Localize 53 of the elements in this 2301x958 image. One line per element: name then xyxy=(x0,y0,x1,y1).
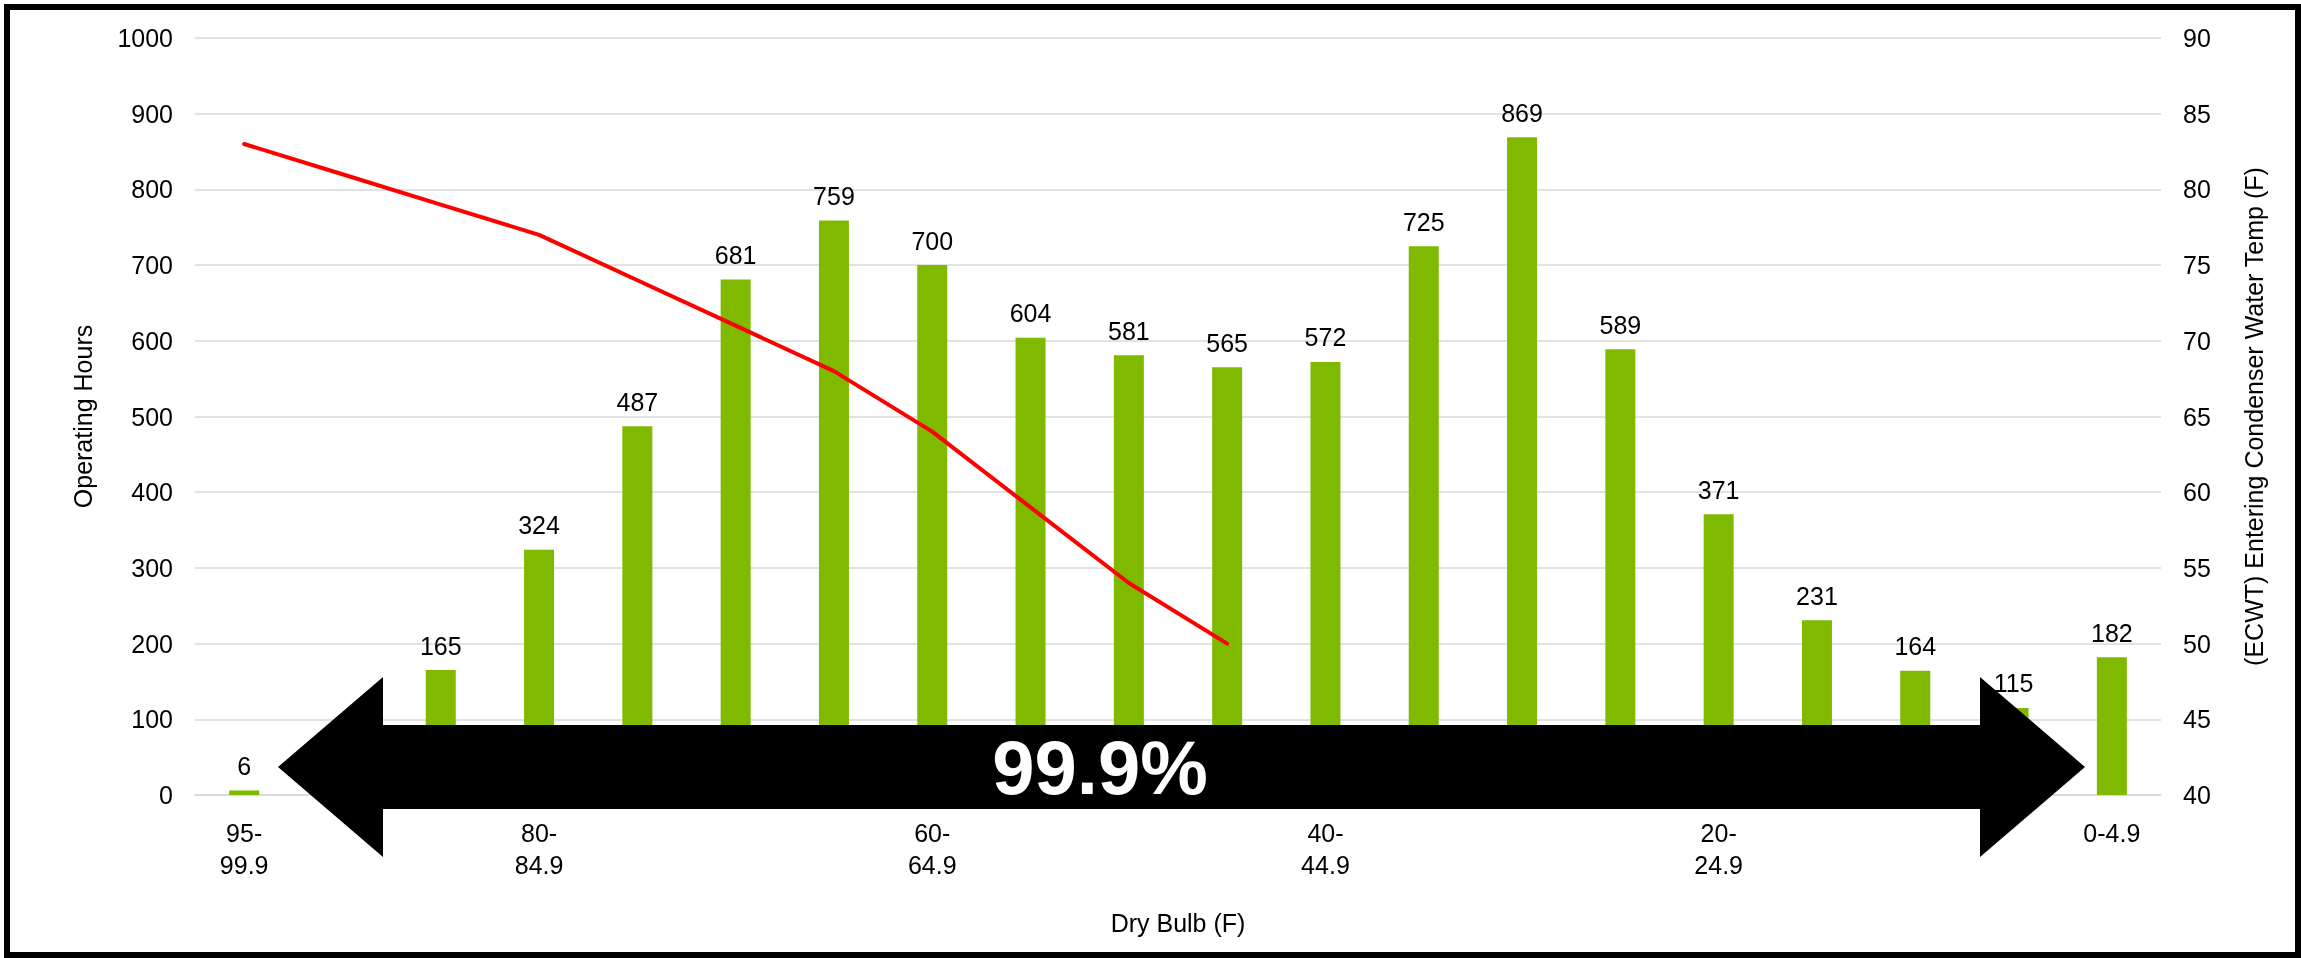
y2-tick-label: 50 xyxy=(2183,629,2211,658)
data-label: 759 xyxy=(813,181,855,210)
data-label: 371 xyxy=(1697,475,1740,504)
data-label: 681 xyxy=(714,240,757,269)
data-label: 487 xyxy=(616,387,659,416)
y-tick-label: 100 xyxy=(131,705,173,734)
x-axis-title: Dry Bulb (F) xyxy=(1110,908,1246,937)
y2-tick-label: 40 xyxy=(2183,781,2211,809)
bar xyxy=(229,790,260,795)
y2-tick-label: 70 xyxy=(2183,326,2211,355)
y2-tick-label: 80 xyxy=(2183,175,2211,204)
x-tick-label: 40-44.9 xyxy=(1301,819,1350,879)
data-label: 581 xyxy=(1107,316,1150,345)
annotation: 99.9% xyxy=(992,725,1208,810)
y-tick-label: 1000 xyxy=(117,24,173,52)
y2-tick-label: 65 xyxy=(2183,402,2211,431)
data-label: 589 xyxy=(1599,310,1642,339)
data-label: 182 xyxy=(2090,618,2133,647)
data-label: 725 xyxy=(1402,207,1445,236)
x-tick-label: 60-64.9 xyxy=(907,819,957,879)
y2-tick-label: 90 xyxy=(2183,24,2211,52)
y-tick-label: 800 xyxy=(131,175,173,204)
y-tick-label: 700 xyxy=(131,251,173,280)
bar xyxy=(2096,657,2127,795)
y2-tick-label: 45 xyxy=(2183,705,2211,734)
y-tick-label: 0 xyxy=(159,781,173,809)
data-label: 324 xyxy=(518,511,560,540)
data-label: 164 xyxy=(1894,632,1937,661)
y-tick-label: 900 xyxy=(131,99,173,128)
data-label: 700 xyxy=(911,226,954,255)
y-axis-title: Operating Hours xyxy=(68,324,97,509)
y2-tick-label: 55 xyxy=(2183,553,2211,582)
data-label: 869 xyxy=(1501,98,1543,127)
data-label: 231 xyxy=(1796,581,1838,610)
x-tick-label: 95-99.9 xyxy=(219,819,269,879)
y-tick-label: 400 xyxy=(131,478,173,507)
data-label: 572 xyxy=(1304,323,1347,352)
data-label: 115 xyxy=(1993,669,2034,698)
y-tick-label: 600 xyxy=(131,326,173,355)
data-label: 165 xyxy=(419,631,462,660)
data-label: 6 xyxy=(237,751,252,780)
y2-tick-label: 75 xyxy=(2183,251,2211,280)
y2-tick-label: 85 xyxy=(2183,99,2211,128)
data-label: 565 xyxy=(1206,328,1249,357)
x-tick-label: 20-24.9 xyxy=(1694,819,1743,879)
y2-tick-label: 60 xyxy=(2183,478,2211,507)
x-tick-label: 80-84.9 xyxy=(514,819,564,879)
data-label: 604 xyxy=(1009,299,1052,328)
y2-axis-title: (ECWT) Entering Condenser Water Temp (F) xyxy=(2239,167,2268,666)
y-tick-label: 300 xyxy=(131,553,173,582)
x-tick-label: 0-4.9 xyxy=(2083,819,2141,847)
y-tick-label: 200 xyxy=(131,629,173,658)
y-tick-label: 500 xyxy=(131,402,173,431)
